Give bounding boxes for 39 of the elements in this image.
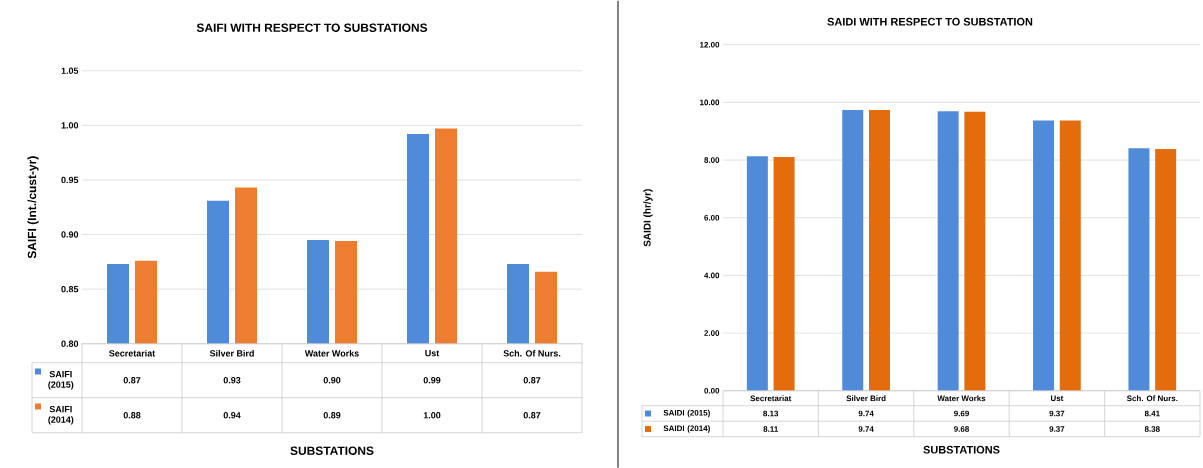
bar xyxy=(746,156,768,391)
x-tick-label: Secretariat xyxy=(109,349,156,357)
y-tick-label: 0.95 xyxy=(61,176,79,183)
legend-label: SAIFI (2015) xyxy=(48,370,74,390)
bar xyxy=(773,156,795,391)
bar xyxy=(937,111,959,391)
y-axis-title: SAIFI (Int./cust-yr) xyxy=(27,156,39,259)
x-tick-label: Sch. Of Nurs. xyxy=(503,349,561,357)
data-label: 0.89 xyxy=(323,411,341,419)
x-axis-title: SUBSTATIONS xyxy=(290,446,374,455)
x-axis-title: SUBSTATIONS xyxy=(923,445,1000,454)
bar xyxy=(868,109,890,391)
chart-title: SAIDI WITH RESPECT TO SUBSTATION xyxy=(827,17,1033,26)
bar xyxy=(1059,120,1081,391)
x-tick-label: Water Works xyxy=(304,349,359,357)
data-label: 0.87 xyxy=(523,411,541,419)
data-label: 0.88 xyxy=(123,411,141,419)
chart-title: SAIFI WITH RESPECT TO SUBSTATIONS xyxy=(196,23,428,32)
data-label: 0.94 xyxy=(223,411,241,419)
data-label: 0.87 xyxy=(523,376,541,384)
data-label: 0.93 xyxy=(223,376,241,384)
data-label: 1.00 xyxy=(423,411,441,419)
bar xyxy=(1033,120,1055,391)
bar xyxy=(1155,148,1177,391)
y-tick-label: 0.85 xyxy=(61,285,79,293)
y-tick-label: 1.00 xyxy=(61,121,79,129)
bar xyxy=(964,111,986,391)
data-label: 0.87 xyxy=(123,376,141,384)
x-tick-label: Ust xyxy=(425,349,440,357)
y-tick-label: 0.90 xyxy=(61,231,79,238)
bar xyxy=(1128,148,1150,391)
bar xyxy=(842,109,864,391)
x-tick-label: Silver Bird xyxy=(209,349,254,357)
data-label: 0.99 xyxy=(423,376,441,384)
y-axis-title: SAIDI (hr/yr) xyxy=(643,188,653,247)
legend-label: SAIFI (2014) xyxy=(48,405,74,425)
y-tick-label: 1.05 xyxy=(61,67,79,74)
y-tick-label: 0.80 xyxy=(61,340,79,347)
data-label: 0.90 xyxy=(323,376,341,384)
